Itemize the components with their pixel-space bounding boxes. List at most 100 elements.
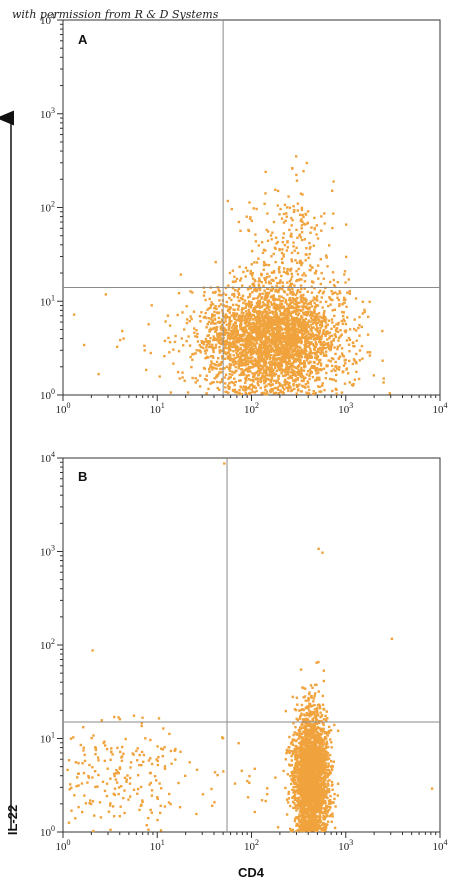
event-dot (309, 370, 313, 373)
event-dot (299, 372, 302, 375)
event-dot (317, 347, 320, 351)
event-dot (227, 326, 231, 329)
event-dot (249, 378, 252, 382)
event-dot (317, 815, 320, 818)
event-dot (358, 323, 361, 327)
event-dot (326, 820, 330, 823)
event-dot (297, 815, 300, 819)
event-dot (289, 278, 293, 281)
event-dot (240, 308, 244, 312)
event-dot (221, 378, 224, 381)
event-dot (255, 359, 258, 362)
event-dot (251, 390, 254, 393)
event-dot (296, 357, 300, 360)
event-dot (275, 316, 278, 319)
event-dot (204, 337, 208, 341)
event-dot (205, 343, 208, 347)
event-dot (195, 329, 198, 332)
event-dot (248, 304, 251, 307)
event-dot (223, 340, 226, 343)
event-dot (206, 355, 209, 359)
event-dot (296, 314, 299, 317)
event-dot (192, 310, 196, 313)
event-dot (286, 367, 289, 371)
event-dot (253, 359, 256, 362)
event-dot (249, 269, 252, 273)
event-dot (309, 720, 312, 723)
event-dot (300, 314, 303, 318)
event-dot (295, 228, 298, 232)
event-dot (249, 353, 252, 357)
event-dot (309, 360, 312, 363)
event-dot (260, 297, 263, 300)
event-dot (268, 361, 271, 364)
event-dot (250, 331, 254, 334)
event-dot (253, 297, 256, 300)
event-dot (218, 346, 221, 349)
event-dot (308, 306, 311, 309)
event-dot (324, 353, 328, 357)
event-dot (262, 357, 266, 360)
event-dot (286, 341, 290, 344)
event-dot (273, 322, 276, 325)
event-dot (263, 341, 266, 344)
event-dot (304, 383, 307, 386)
event-dot (258, 359, 262, 362)
event-dot (186, 318, 189, 321)
event-dot (234, 335, 237, 338)
event-dot (336, 729, 340, 732)
event-dot (307, 332, 311, 335)
event-dot (212, 348, 215, 351)
event-dot (278, 329, 281, 332)
event-dot (236, 329, 240, 333)
event-dot (276, 314, 279, 317)
event-dot (255, 310, 258, 313)
event-dot (264, 298, 267, 301)
event-dot (227, 357, 230, 360)
event-dot (252, 314, 256, 317)
event-dot (232, 338, 235, 341)
event-dot (244, 337, 247, 340)
event-dot (249, 340, 253, 344)
event-dot (191, 291, 194, 294)
event-dot (317, 731, 320, 735)
event-dot (309, 351, 313, 354)
event-dot (319, 348, 322, 351)
event-dot (235, 347, 239, 351)
event-dot (325, 371, 328, 375)
event-dot (263, 344, 266, 348)
event-dot (320, 714, 324, 717)
event-dot (274, 289, 277, 293)
event-dot (274, 306, 278, 310)
event-dot (281, 333, 284, 336)
event-dot (290, 782, 293, 786)
event-dot (270, 295, 273, 298)
event-dot (284, 323, 287, 326)
event-dot (270, 339, 274, 342)
event-dot (237, 292, 240, 295)
event-dot (315, 269, 318, 273)
event-dot (275, 337, 278, 340)
event-dot (265, 314, 269, 317)
event-dot (276, 204, 279, 207)
event-dot (310, 335, 313, 338)
event-dot (296, 385, 299, 388)
event-dot (319, 764, 322, 767)
event-dot (319, 336, 323, 339)
event-dot (347, 343, 351, 346)
event-dot (238, 355, 241, 359)
event-dot (228, 345, 231, 348)
event-dot (313, 708, 316, 711)
event-dot (272, 306, 275, 309)
event-dot (256, 334, 259, 338)
event-dot (258, 343, 261, 346)
event-dot (234, 289, 237, 292)
event-dot (324, 714, 327, 718)
event-dot (224, 320, 227, 323)
event-dot (250, 263, 253, 266)
event-dot (215, 374, 218, 377)
event-dot (235, 361, 238, 364)
event-dot (270, 271, 274, 274)
event-dot (289, 338, 292, 341)
event-dot (327, 764, 330, 768)
